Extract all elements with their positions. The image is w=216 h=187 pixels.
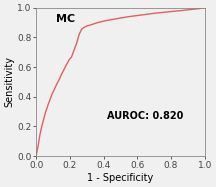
Text: AUROC: 0.820: AUROC: 0.820 <box>107 111 183 121</box>
X-axis label: 1 - Specificity: 1 - Specificity <box>87 173 154 183</box>
Text: MC: MC <box>56 14 76 24</box>
Y-axis label: Sensitivity: Sensitivity <box>4 56 14 107</box>
